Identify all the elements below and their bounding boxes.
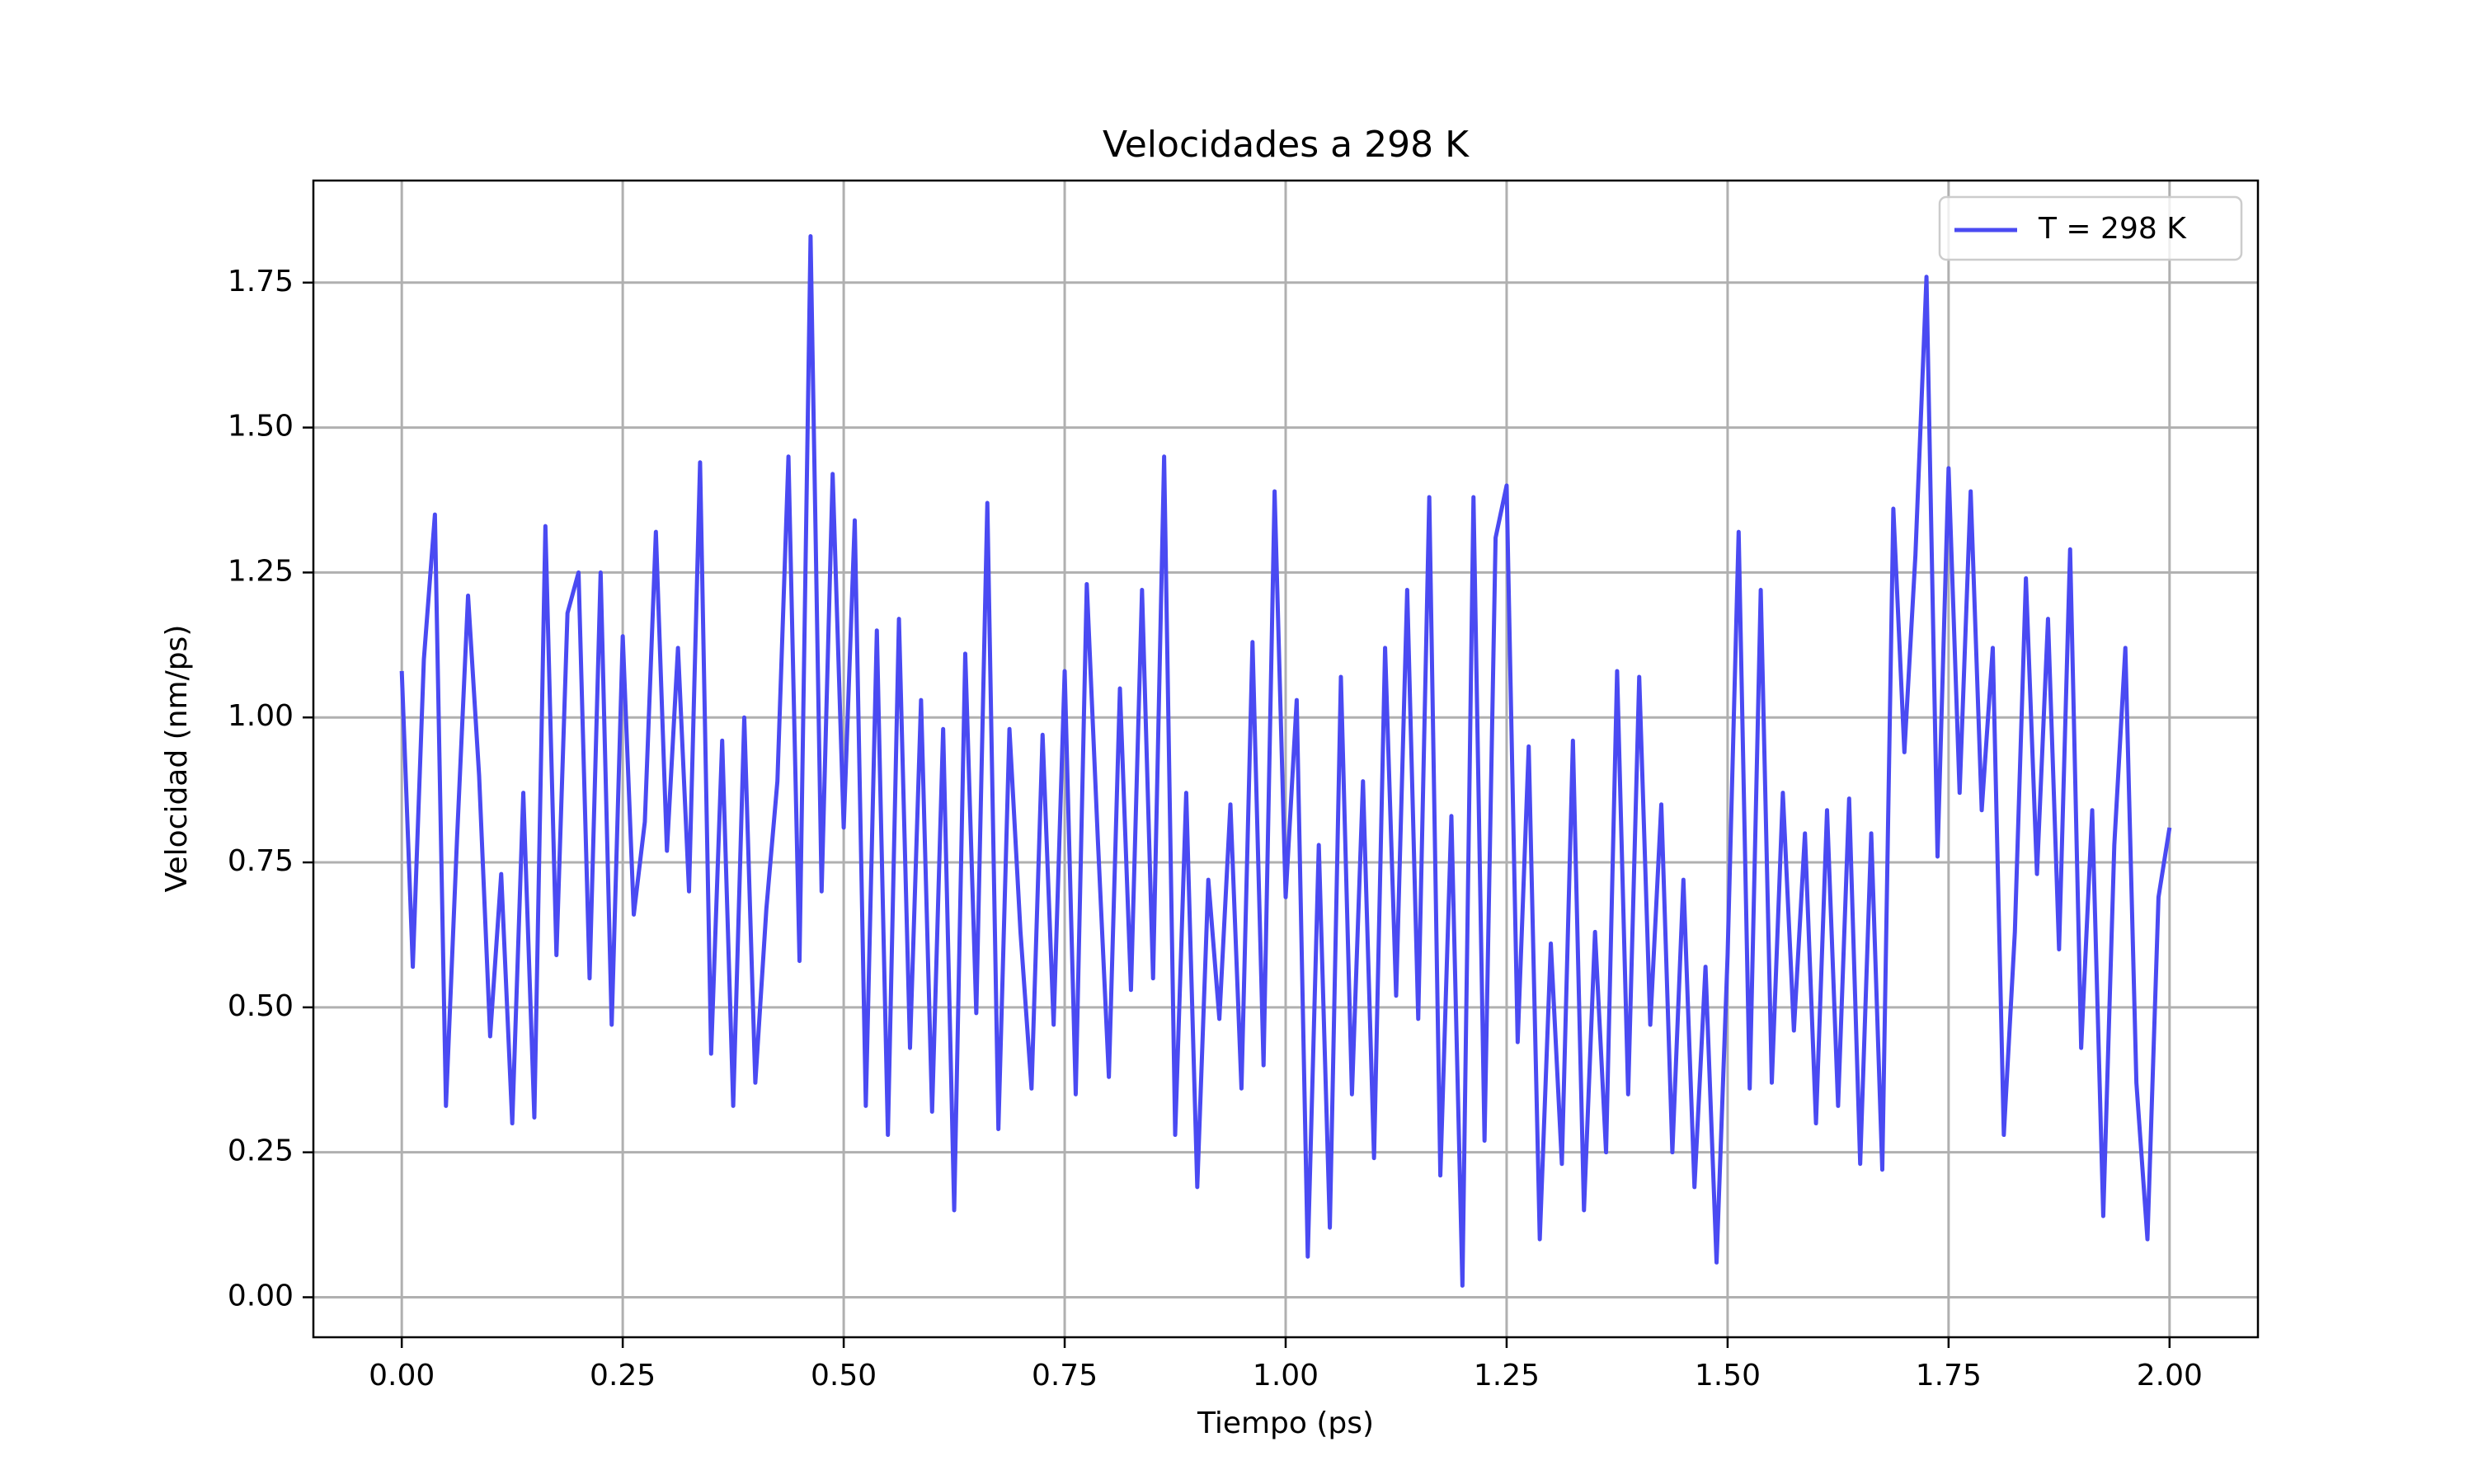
y-axis-label: Velocidad (nm/ps) xyxy=(160,625,194,893)
x-axis-label: Tiempo (ps) xyxy=(1197,1407,1374,1440)
x-tick-label: 0.00 xyxy=(369,1359,435,1392)
y-tick-label: 0.00 xyxy=(228,1279,294,1313)
x-tick-label: 0.50 xyxy=(811,1359,877,1392)
y-tick-label: 0.50 xyxy=(228,989,294,1023)
y-tick-label: 1.75 xyxy=(228,265,294,298)
x-tick-label: 1.25 xyxy=(1474,1359,1540,1392)
legend-label: T = 298 K xyxy=(2038,212,2187,246)
chart-title: Velocidades a 298 K xyxy=(1103,124,1470,166)
data-line xyxy=(399,234,2172,1288)
y-tick-label: 0.25 xyxy=(228,1134,294,1168)
x-tick-label: 1.00 xyxy=(1253,1359,1319,1392)
y-tick-label: 1.00 xyxy=(228,699,294,733)
x-tick-label: 1.50 xyxy=(1695,1359,1761,1392)
x-tick-label: 1.75 xyxy=(1916,1359,1982,1392)
legend-box xyxy=(1938,195,2243,261)
x-tick-label: 0.25 xyxy=(590,1359,656,1392)
plot-frame xyxy=(312,179,2260,1339)
y-tick-label: 1.50 xyxy=(228,410,294,444)
y-tick-label: 1.25 xyxy=(228,554,294,588)
x-tick-label: 0.75 xyxy=(1032,1359,1098,1392)
y-tick-label: 0.75 xyxy=(228,844,294,878)
x-tick-label: 2.00 xyxy=(2137,1359,2203,1392)
